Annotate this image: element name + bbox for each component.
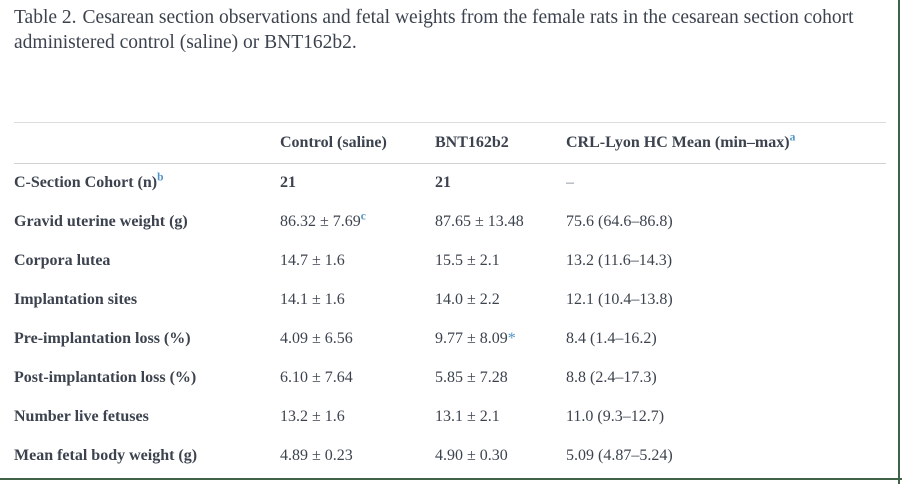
bnt162b2-value: 87.65 ± 13.48 [435,213,524,230]
bnt162b2-value: 9.77 ± 8.09* [435,330,516,347]
bnt162b2-value: 13.1 ± 2.1 [435,408,500,425]
table-row-implantation-sites: Implantation sites 14.1 ± 1.6 14.0 ± 2.2… [14,281,886,320]
column-header-control: Control (saline) [280,134,387,151]
bnt162b2-value: 14.0 ± 2.2 [435,291,500,308]
footnote-marker-a: a [789,131,796,144]
control-value: 4.89 ± 0.23 [280,447,353,464]
crl-hc-value: – [566,174,574,192]
crl-hc-value: 5.09 (4.87–5.24) [566,447,673,464]
column-header-bnt162b2: BNT162b2 [435,134,509,151]
table-caption: Table 2. Cesarean section observations an… [14,5,874,55]
table-header-row: Control (saline) BNT162b2 CRL-Lyon HC Me… [14,122,886,164]
row-label: C-Section Cohort (n)b [14,171,164,192]
crl-hc-value: 8.4 (1.4–16.2) [566,330,657,347]
control-value: 6.10 ± 7.64 [280,369,353,386]
table-row-corpora-lutea: Corpora lutea 14.7 ± 1.6 15.5 ± 2.1 13.2… [14,242,886,281]
row-label: Mean fetal body weight (g) [14,447,198,464]
crl-hc-value: 75.6 (64.6–86.8) [566,213,673,230]
significance-asterisk: * [507,330,516,347]
crl-hc-value: 12.1 (10.4–13.8) [566,291,673,308]
control-value: 21 [280,174,296,192]
crl-hc-value: 13.2 (11.6–14.3) [566,252,673,269]
caption-label: Table 2. [14,7,77,28]
footnote-marker-c: c [360,210,366,223]
bnt162b2-value: 21 [435,174,451,192]
control-value: 14.1 ± 1.6 [280,291,345,308]
table-row-c-section-cohort: C-Section Cohort (n)b 21 21 – [14,164,886,203]
table-row-pre-implantation-loss: Pre-implantation loss (%) 4.09 ± 6.56 9.… [14,320,886,359]
crl-hc-value: 8.8 (2.4–17.3) [566,369,657,386]
crl-hc-value: 11.0 (9.3–12.7) [566,408,665,425]
column-header-crl-hc-mean: CRL-Lyon HC Mean (min–max)a [566,131,796,151]
bnt162b2-value: 15.5 ± 2.1 [435,252,500,269]
control-value: 14.7 ± 1.6 [280,252,345,269]
bnt162b2-value: 4.90 ± 0.30 [435,447,508,464]
control-value: 86.32 ± 7.69c [280,210,366,230]
control-value: 4.09 ± 6.56 [280,330,353,347]
column-header-empty [14,123,280,164]
screenshot-frame-bottom-edge [0,478,902,480]
footnote-marker-b: b [157,171,164,184]
screenshot-frame-right-edge [898,0,900,484]
row-label: Post-implantation loss (%) [14,369,197,386]
table-row-post-implantation-loss: Post-implantation loss (%) 6.10 ± 7.64 5… [14,359,886,398]
bnt162b2-value: 5.85 ± 7.28 [435,369,508,386]
row-label: Pre-implantation loss (%) [14,330,191,347]
observations-table: Control (saline) BNT162b2 CRL-Lyon HC Me… [14,122,886,476]
table-row-number-live-fetuses: Number live fetuses 13.2 ± 1.6 13.1 ± 2.… [14,398,886,437]
table-row-gravid-uterine-weight: Gravid uterine weight (g) 86.32 ± 7.69c … [14,203,886,242]
row-label: Corpora lutea [14,252,111,269]
row-label: Number live fetuses [14,408,149,425]
caption-text: Cesarean section observations and fetal … [14,7,854,53]
row-label: Gravid uterine weight (g) [14,213,188,230]
row-label: Implantation sites [14,291,138,308]
control-value: 13.2 ± 1.6 [280,408,345,425]
table-row-mean-fetal-body-weight: Mean fetal body weight (g) 4.89 ± 0.23 4… [14,437,886,476]
